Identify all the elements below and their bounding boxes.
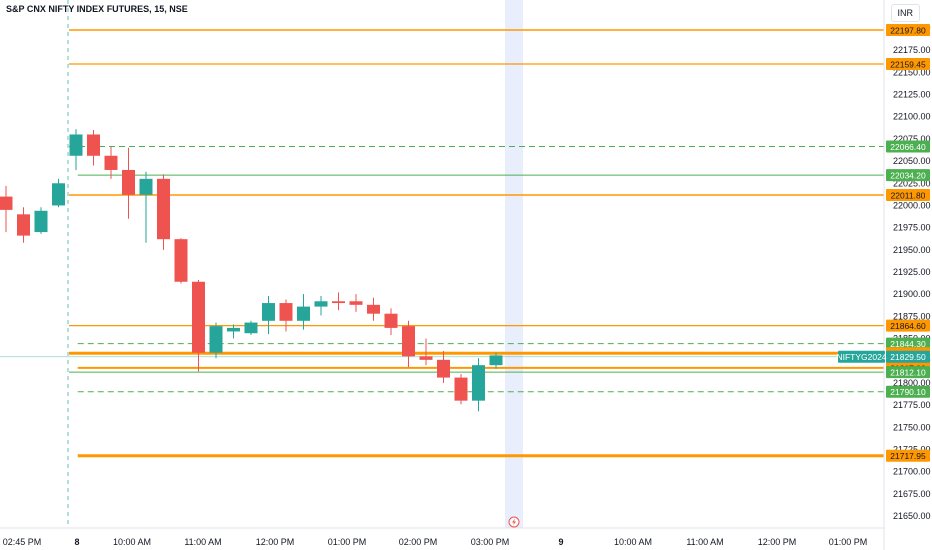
x-tick-label: 8: [74, 537, 79, 547]
x-tick-label: 01:00 PM: [829, 537, 868, 547]
y-tick-label: 21975.00: [893, 223, 931, 233]
current-price-tag: [886, 350, 930, 363]
y-tick-label: 21800.00: [893, 378, 931, 388]
candle-body[interactable]: [87, 134, 100, 156]
x-tick-label: 11:00 AM: [184, 537, 221, 547]
candle-body[interactable]: [437, 359, 450, 378]
y-tick-label: 22150.00: [893, 67, 931, 77]
candle-body[interactable]: [262, 303, 275, 321]
candle-body[interactable]: [122, 169, 135, 195]
candle-body[interactable]: [244, 322, 258, 334]
level-price-tag-text: 22197.80: [890, 25, 926, 35]
y-tick-label: 22175.00: [893, 45, 931, 55]
candle-body[interactable]: [367, 304, 380, 314]
level-price-tag: [886, 385, 930, 398]
lightning-glyph: [512, 518, 516, 526]
level-price-tag: [886, 337, 930, 350]
candle-body[interactable]: [139, 178, 153, 195]
candle-body[interactable]: [0, 196, 13, 210]
x-tick-label: 9: [558, 537, 563, 547]
candle-body[interactable]: [227, 327, 240, 332]
y-tick-label: 22100.00: [893, 112, 931, 122]
y-tick-label: 22075.00: [893, 134, 931, 144]
y-tick-label: 21900.00: [893, 289, 931, 299]
candle-body[interactable]: [472, 365, 485, 401]
symbol-tag-text: NIFTYG2024: [836, 352, 886, 362]
candle-body[interactable]: [192, 281, 205, 353]
level-price-tag: [886, 188, 930, 201]
candle-body[interactable]: [157, 178, 170, 240]
x-tick-label: 10:00 AM: [614, 537, 652, 547]
x-tick-label: 03:00 PM: [471, 537, 510, 547]
level-price-tag: [886, 319, 930, 332]
y-tick-label: 21675.00: [893, 489, 931, 499]
current-price-tag-text: 21829.50: [890, 352, 926, 362]
candle-body[interactable]: [17, 214, 30, 236]
candle-body[interactable]: [209, 326, 223, 353]
candle-body[interactable]: [489, 355, 503, 366]
level-price-tag: [886, 140, 930, 153]
x-tick-label: 01:00 PM: [328, 537, 367, 547]
y-tick-label: 21650.00: [893, 511, 931, 521]
y-tick-label: 21700.00: [893, 467, 931, 477]
level-price-tag: [886, 366, 930, 379]
level-price-tag-text: 22159.45: [890, 59, 926, 69]
y-tick-label: 22125.00: [893, 90, 931, 100]
x-tick-label: 02:45 PM: [3, 537, 42, 547]
x-tick-label: 10:00 AM: [113, 537, 151, 547]
candle-body[interactable]: [52, 183, 65, 206]
candle-body[interactable]: [349, 301, 363, 305]
candle-body[interactable]: [279, 303, 293, 321]
symbol-tag: [838, 350, 885, 363]
candle-body[interactable]: [104, 155, 118, 170]
level-price-tag: [886, 23, 930, 36]
candle-body[interactable]: [34, 210, 48, 233]
y-tick-label: 21875.00: [893, 311, 931, 321]
y-tick-label: 21750.00: [893, 422, 931, 432]
level-price-tag-text: 21812.10: [890, 368, 926, 378]
candle-body[interactable]: [419, 356, 433, 360]
candle-body[interactable]: [314, 301, 328, 307]
level-price-tag: [886, 57, 930, 70]
chart-title: S&P CNX NIFTY INDEX FUTURES, 15, NSE: [6, 4, 188, 14]
level-price-tag-text: 21790.10: [890, 387, 926, 397]
candle-body[interactable]: [384, 313, 398, 328]
candle-body[interactable]: [402, 326, 415, 357]
level-price-tag-text: 21864.60: [890, 321, 926, 331]
level-price-tag-text: 22034.20: [890, 171, 926, 181]
x-tick-label: 02:00 PM: [399, 537, 438, 547]
y-tick-label: 22025.00: [893, 178, 931, 188]
y-tick-label: 22000.00: [893, 200, 931, 210]
level-price-tag-text: 22011.80: [891, 190, 926, 200]
candle-body[interactable]: [69, 134, 83, 156]
y-tick-label: 21925.00: [893, 267, 931, 277]
level-price-tag: [886, 449, 930, 462]
highlight-band: [505, 0, 523, 528]
x-tick-label: 12:00 PM: [758, 537, 797, 547]
candle-body[interactable]: [332, 301, 345, 304]
y-tick-label: 21775.00: [893, 400, 931, 410]
level-price-tag-text: 21844.30: [890, 339, 926, 349]
currency-badge[interactable]: INR: [890, 4, 920, 22]
candle-body[interactable]: [454, 377, 468, 401]
y-tick-label: 21725.00: [893, 444, 931, 454]
level-price-tag: [886, 169, 930, 182]
level-price-tag-text: 21717.95: [890, 451, 926, 461]
x-tick-label: 12:00 PM: [256, 537, 295, 547]
y-tick-label: 21950.00: [893, 245, 931, 255]
candle-body[interactable]: [174, 239, 188, 282]
x-tick-label: 11:00 AM: [686, 537, 723, 547]
y-tick-label: 22050.00: [893, 156, 931, 166]
candle-body[interactable]: [297, 306, 310, 321]
level-price-tag-text: 22066.40: [890, 142, 926, 152]
